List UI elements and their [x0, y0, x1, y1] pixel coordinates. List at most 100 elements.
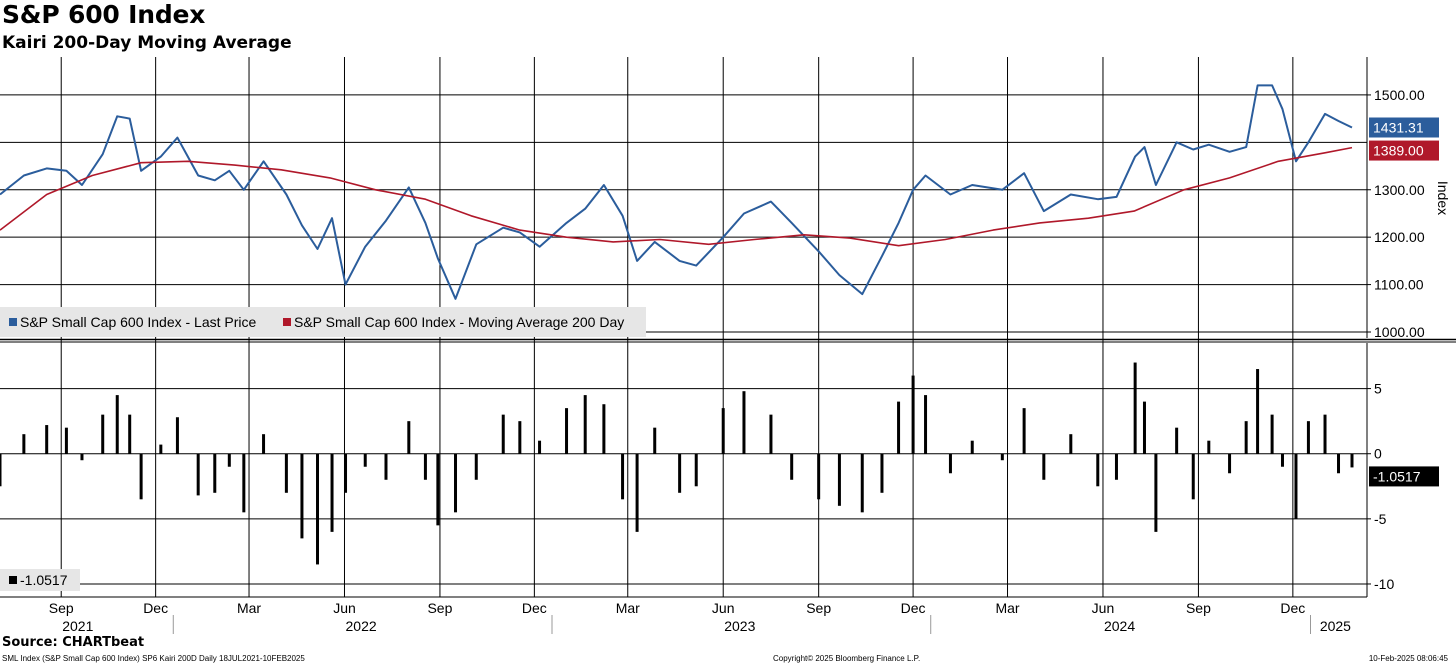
kairi-bar	[742, 391, 746, 454]
kairi-bar	[64, 427, 68, 454]
kairi-bar	[1280, 453, 1284, 467]
lower-y-tick-label: -10	[1374, 576, 1394, 592]
footer-center: Copyright© 2025 Bloomberg Finance L.P.	[773, 654, 921, 663]
upper-y-tick-label: 1300.00	[1374, 182, 1425, 198]
kairi-bar	[678, 453, 682, 493]
kairi-bar	[22, 434, 26, 454]
kairi-bar	[518, 421, 522, 454]
kairi-bar	[1042, 453, 1046, 480]
price-last-badge-bg	[1369, 117, 1439, 138]
upper-y-tick-label: 1100.00	[1374, 277, 1424, 293]
kairi-bar	[1096, 453, 1100, 487]
kairi-bar	[363, 453, 367, 467]
kairi-bar	[0, 453, 2, 487]
x-month-label: Sep	[806, 600, 831, 616]
x-year-label: 2023	[724, 618, 755, 634]
kairi-bar	[880, 453, 884, 493]
x-month-label: Dec	[901, 600, 926, 616]
kairi-bar	[1306, 421, 1310, 454]
x-month-label: Sep	[1186, 600, 1211, 616]
legend-label-price: S&P Small Cap 600 Index - Last Price	[20, 314, 257, 330]
kairi-bar	[860, 453, 864, 513]
kairi-bar	[694, 453, 698, 487]
kairi-bar	[1022, 408, 1026, 454]
kairi-bar	[1142, 401, 1146, 454]
kairi-bar	[1228, 453, 1232, 474]
kairi-bar	[407, 421, 411, 454]
chart-title: S&P 600 Index	[2, 0, 206, 29]
kairi-bar	[924, 395, 928, 454]
kairi-bar	[1133, 362, 1137, 454]
kairi-bar	[897, 401, 901, 454]
kairi-bar	[262, 434, 266, 454]
x-month-label: Jun	[712, 600, 735, 616]
kairi-bar	[139, 453, 143, 500]
kairi-bar	[538, 440, 542, 454]
kairi-bar	[970, 440, 974, 454]
kairi-bar	[565, 408, 569, 454]
kairi-bar	[344, 453, 348, 493]
kairi-bar	[635, 453, 639, 532]
kairi-bar	[330, 453, 334, 532]
kairi-bar	[423, 453, 427, 480]
kairi-bar	[128, 414, 132, 454]
kairi-bar	[1294, 453, 1298, 519]
kairi-bar	[80, 453, 84, 461]
footer-left: SML Index (S&P Small Cap 600 Index) SP6 …	[2, 654, 305, 663]
legend-label-ma: S&P Small Cap 600 Index - Moving Average…	[294, 314, 624, 330]
kairi-bar	[196, 453, 200, 496]
x-month-label: Mar	[995, 600, 1019, 616]
legend-box	[0, 307, 646, 337]
source-note: Source: CHARTbeat	[2, 635, 145, 650]
kairi-bar	[159, 444, 163, 454]
kairi-bar	[948, 453, 952, 474]
kairi-bar	[300, 453, 304, 539]
kairi-bar	[175, 417, 179, 454]
chart-subtitle: Kairi 200-Day Moving Average	[2, 33, 292, 53]
kairi-bar	[837, 453, 841, 506]
ma-last-badge: 1389.00	[1373, 143, 1424, 159]
x-year-label: 2025	[1320, 618, 1351, 634]
kairi-bar	[1323, 414, 1327, 454]
kairi-bar	[1256, 369, 1260, 454]
lower-legend-box	[0, 569, 80, 591]
kairi-bar	[1114, 453, 1118, 480]
kairi-bar	[316, 453, 320, 565]
footer-right: 10-Feb-2025 08:06:45	[1368, 654, 1448, 663]
kairi-bar	[583, 395, 587, 454]
kairi-bar	[1000, 453, 1004, 461]
x-year-label: 2024	[1104, 618, 1135, 634]
lower-y-tick-label: 0	[1374, 446, 1382, 462]
kairi-bar	[790, 453, 794, 480]
kairi-bar	[213, 453, 217, 493]
upper-y-tick-label: 1200.00	[1374, 229, 1425, 245]
x-month-label: Sep	[427, 600, 452, 616]
kairi-bar	[242, 453, 246, 513]
kairi-bar	[621, 453, 625, 500]
kairi-bar	[602, 404, 606, 454]
upper-series-layer	[0, 84, 1353, 300]
kairi-bar	[1270, 414, 1274, 454]
upper-y-tick-label: 1000.00	[1374, 324, 1425, 340]
legend-swatch-ma	[283, 318, 291, 326]
kairi-bar	[284, 453, 288, 493]
kairi-bar	[653, 427, 657, 454]
kairi-bar	[436, 453, 440, 526]
kairi-last-badge: -1.0517	[1373, 468, 1421, 484]
labels-layer: 1000.00 1100.00 1200.00 1300.00 1500.00 5 0 -5 -…	[0, 87, 1451, 634]
x-year-label: 2021	[62, 618, 93, 634]
lower-legend-swatch	[9, 576, 17, 584]
kairi-bar	[1207, 440, 1211, 454]
kairi-bar	[115, 395, 119, 454]
kairi-bar	[1244, 421, 1248, 454]
kairi-bar	[501, 414, 505, 454]
kairi-bar	[1337, 453, 1341, 474]
legend-swatch-price	[9, 318, 17, 326]
x-year-label: 2022	[346, 618, 377, 634]
kairi-bar	[911, 375, 915, 454]
kairi-bar	[101, 414, 105, 454]
x-month-label: Mar	[237, 600, 261, 616]
kairi-bar	[454, 453, 458, 513]
kairi-bar	[1191, 453, 1195, 500]
kairi-bar	[817, 453, 821, 500]
